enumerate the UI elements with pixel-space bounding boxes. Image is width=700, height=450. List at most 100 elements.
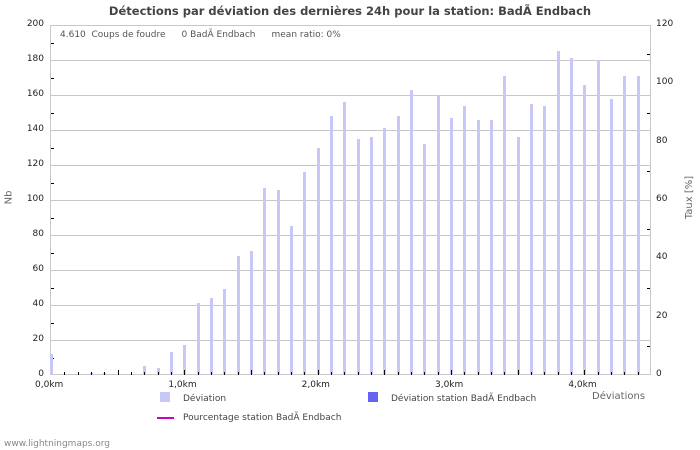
y-axis-left-title: Nb xyxy=(3,190,15,205)
x-tick xyxy=(598,372,599,375)
bar xyxy=(369,137,373,375)
x-tick xyxy=(531,372,532,375)
y-minor-tick xyxy=(51,112,54,114)
station-count: 0 BadÃ Endbach xyxy=(181,30,256,40)
info-line: 4.610 Coups de foudre 0 BadÃ Endbach mean … xyxy=(60,30,357,40)
x-tick xyxy=(224,372,225,375)
x-tick xyxy=(478,372,479,375)
bar xyxy=(356,138,360,375)
x-tick xyxy=(491,372,492,375)
bar xyxy=(209,298,213,375)
x-tick xyxy=(571,372,572,375)
x-tick xyxy=(638,372,639,375)
y-left-tick-label: 80 xyxy=(32,229,44,239)
x-tick xyxy=(78,372,79,375)
bar xyxy=(543,105,547,375)
bar xyxy=(50,354,53,375)
x-tick xyxy=(118,370,119,375)
bar xyxy=(236,256,240,375)
x-tick xyxy=(371,372,372,375)
legend-swatch-deviation xyxy=(160,392,170,402)
bar xyxy=(263,187,267,375)
y-left-tick-label: 20 xyxy=(32,334,44,344)
y-left-tick-label: 0 xyxy=(38,369,44,379)
x-tick xyxy=(318,370,319,375)
x-tick xyxy=(251,370,252,375)
legend-label-deviation: Déviation xyxy=(183,394,227,404)
bar xyxy=(223,289,227,375)
strike-count: 4.610 Coups de foudre xyxy=(60,30,166,40)
x-tick-label: 3,0km xyxy=(434,380,464,390)
y-left-tick-label: 60 xyxy=(32,264,44,274)
x-tick xyxy=(131,372,132,375)
bar xyxy=(396,116,400,375)
x-tick xyxy=(158,372,159,375)
x-tick xyxy=(464,372,465,375)
x-tick xyxy=(398,372,399,375)
bar xyxy=(303,172,307,375)
y-right-minor-tick xyxy=(647,54,650,56)
x-tick-label: 0,0km xyxy=(35,380,64,390)
y-right-tick-label: 0 xyxy=(656,369,662,379)
bar xyxy=(343,102,347,375)
gridline xyxy=(51,60,651,61)
gridline xyxy=(51,235,651,236)
bar xyxy=(156,368,160,375)
y-right-minor-tick xyxy=(647,229,650,231)
x-axis-title: Déviations xyxy=(592,391,646,402)
x-tick xyxy=(144,372,145,375)
x-tick xyxy=(504,372,505,375)
x-tick xyxy=(238,372,239,375)
gridline xyxy=(51,95,651,96)
gridline xyxy=(51,340,651,341)
x-tick-label: 4,0km xyxy=(568,380,597,390)
bar xyxy=(276,189,280,375)
gridline xyxy=(51,130,651,131)
bar xyxy=(489,119,493,375)
y-left-tick-label: 140 xyxy=(26,124,44,134)
bar xyxy=(436,95,440,375)
legend-swatch-deviation-station xyxy=(368,392,378,402)
bar xyxy=(409,89,413,375)
bar xyxy=(383,128,387,375)
y-left-tick-label: 120 xyxy=(26,159,44,169)
x-tick xyxy=(358,372,359,375)
x-tick xyxy=(624,372,625,375)
y-minor-tick xyxy=(51,217,54,219)
y-left-tick-label: 160 xyxy=(26,89,44,99)
bar xyxy=(316,147,320,375)
y-right-tick-label: 60 xyxy=(656,194,668,204)
y-right-tick-label: 40 xyxy=(656,252,668,263)
x-tick xyxy=(558,372,559,375)
footer-source: www.lightningmaps.org xyxy=(4,439,110,449)
x-tick xyxy=(91,372,92,375)
bar xyxy=(596,60,600,375)
bar xyxy=(143,366,147,375)
x-tick xyxy=(184,370,185,375)
x-tick xyxy=(304,372,305,375)
bar xyxy=(249,250,253,375)
y-minor-tick xyxy=(51,42,54,44)
mean-ratio: mean ratio: 0% xyxy=(271,30,341,40)
y-minor-tick xyxy=(51,77,54,79)
bar xyxy=(583,84,587,375)
y-right-tick-label: 80 xyxy=(656,135,668,146)
y-right-minor-tick xyxy=(647,287,650,289)
x-tick xyxy=(451,370,452,375)
bar xyxy=(329,116,333,375)
gridline xyxy=(51,200,651,201)
bar xyxy=(183,345,187,375)
bar xyxy=(476,119,480,375)
bar xyxy=(636,75,640,375)
chart-title: Détections par déviation des dernières 2… xyxy=(108,4,592,18)
y-left-tick-label: 100 xyxy=(26,194,44,204)
y-minor-tick xyxy=(51,322,54,324)
gridline xyxy=(51,165,651,166)
bar xyxy=(623,75,627,375)
y-minor-tick xyxy=(51,182,54,184)
x-tick xyxy=(518,370,519,375)
x-tick xyxy=(278,372,279,375)
x-tick xyxy=(411,372,412,375)
gridline xyxy=(51,305,651,306)
bar xyxy=(556,51,560,375)
